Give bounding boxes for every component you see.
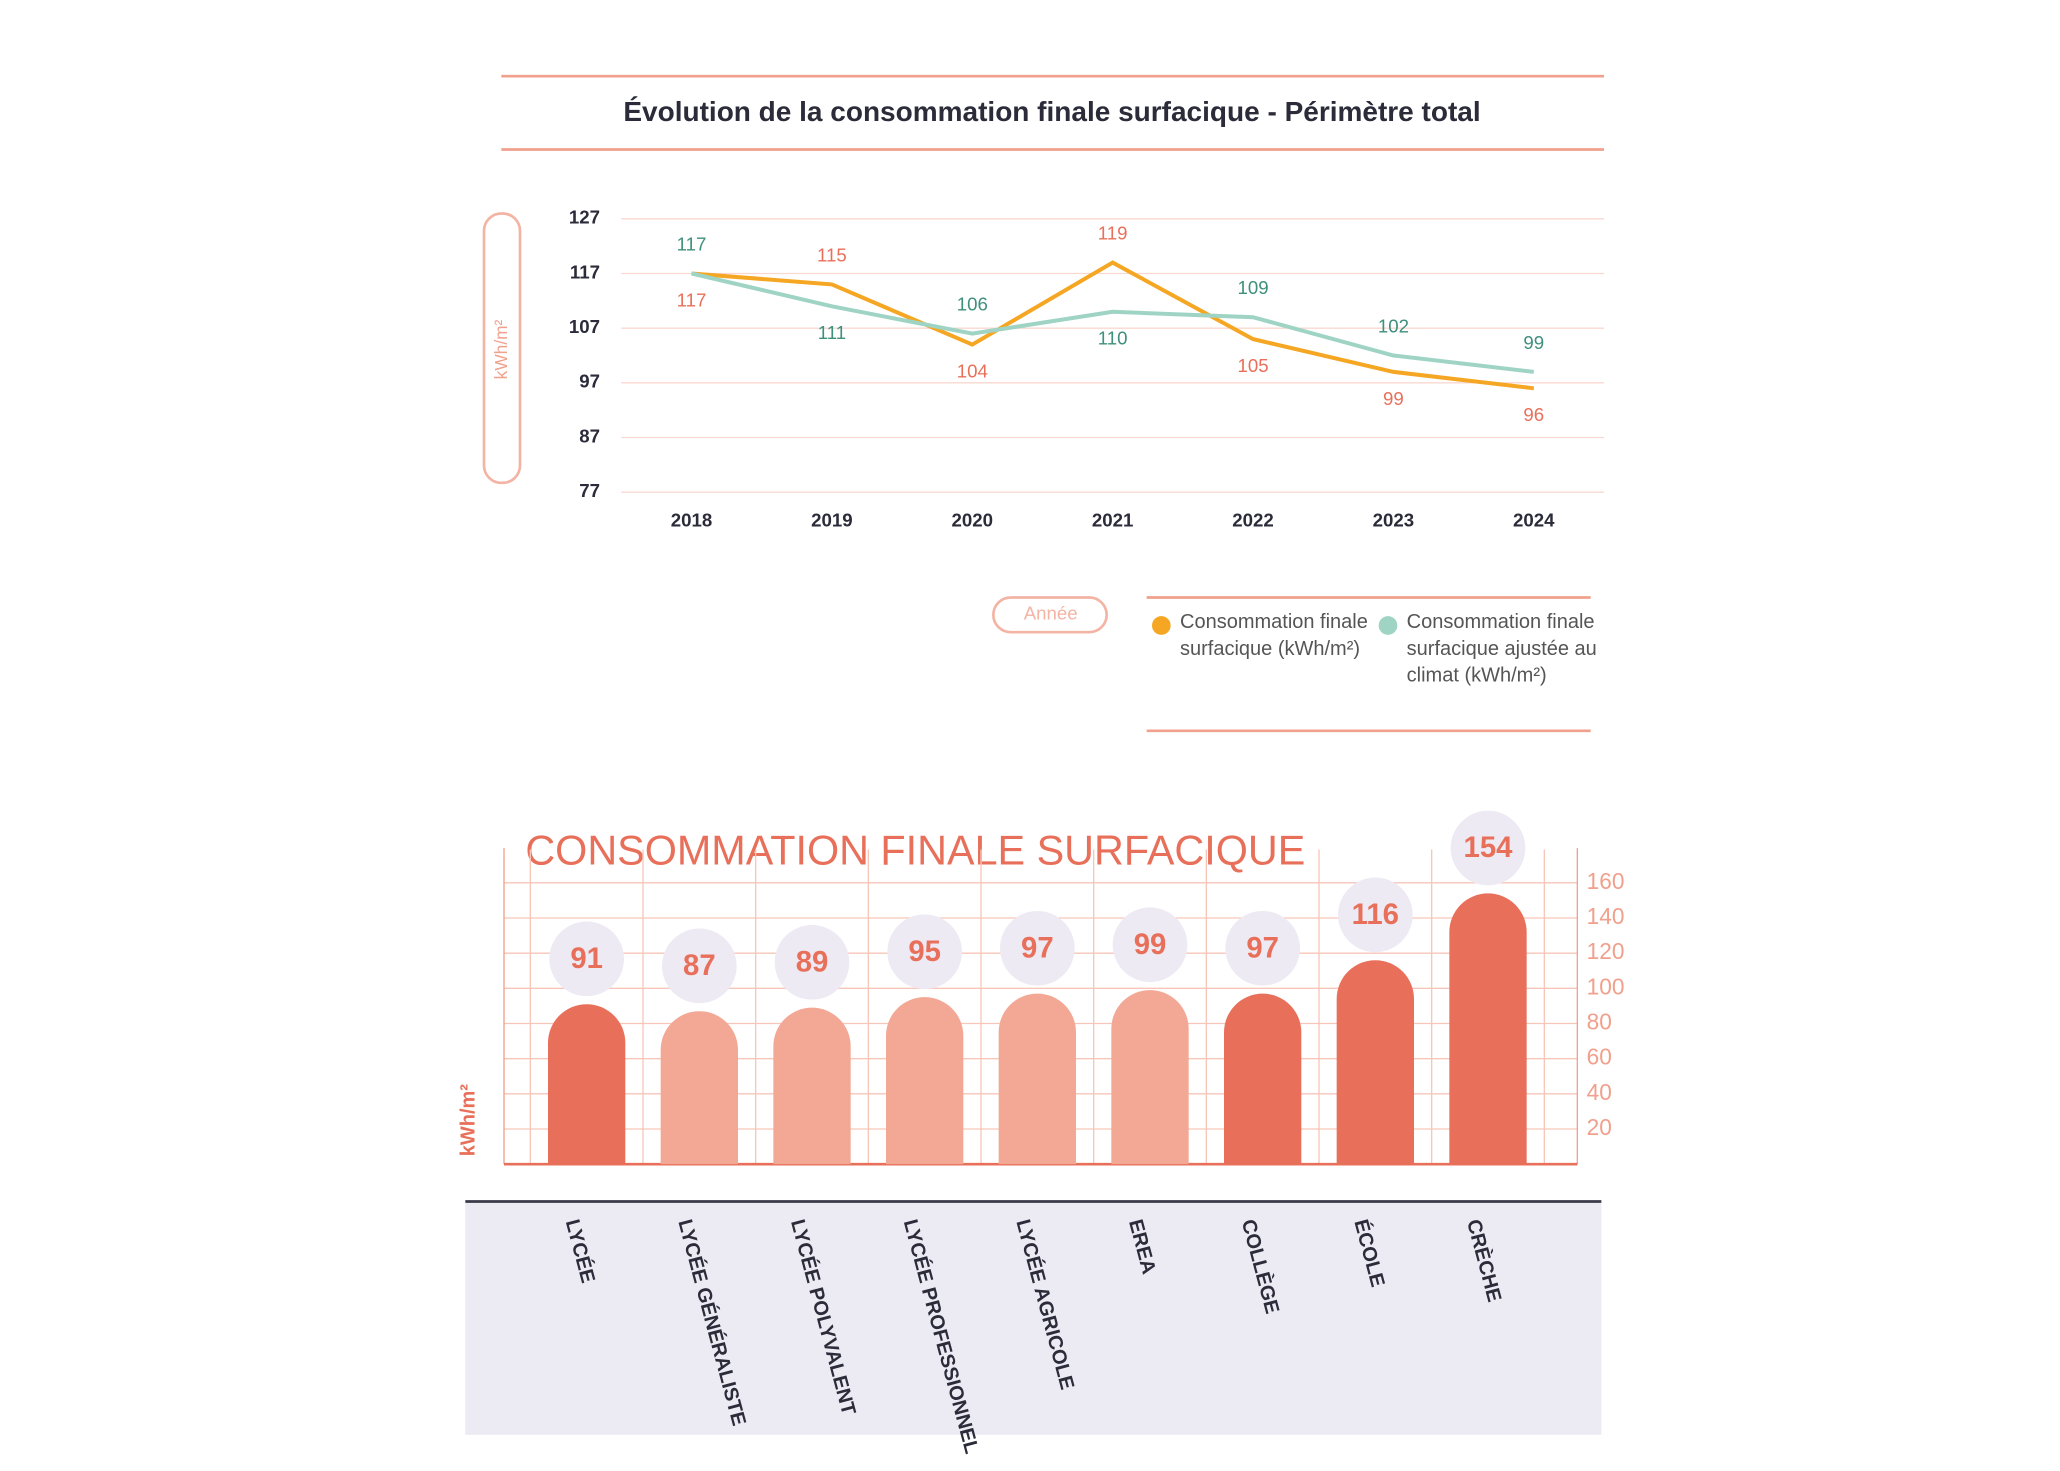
x-tick-label: 2022 bbox=[1232, 509, 1274, 530]
x-label-box bbox=[992, 596, 1108, 634]
data-label: 119 bbox=[1098, 222, 1128, 243]
y-tick-label: 127 bbox=[569, 207, 600, 228]
y-tick-label: 97 bbox=[579, 371, 600, 392]
data-label: 97 bbox=[1021, 931, 1054, 964]
data-label: 96 bbox=[1523, 404, 1544, 425]
data-label: 99 bbox=[1383, 388, 1404, 409]
data-label: 117 bbox=[677, 233, 707, 254]
data-label: 106 bbox=[957, 294, 988, 315]
y-tick-label: 87 bbox=[579, 425, 600, 446]
y-tick-label: 117 bbox=[570, 261, 600, 282]
data-label: 104 bbox=[957, 360, 988, 381]
data-label: 97 bbox=[1246, 931, 1279, 964]
x-tick-label: 2023 bbox=[1373, 509, 1415, 530]
legend-marker bbox=[1152, 616, 1171, 635]
bar bbox=[773, 1007, 851, 1165]
bar bbox=[1111, 990, 1189, 1165]
series-line bbox=[691, 271, 1535, 374]
bar bbox=[1336, 960, 1414, 1165]
chart-title: Évolution de la consommation finale surf… bbox=[623, 96, 1480, 127]
x-tick-label: 2019 bbox=[811, 509, 853, 530]
value-badge bbox=[774, 925, 850, 1000]
value-badge bbox=[662, 928, 737, 1004]
legend-item: Consommation finale surfacique ajustée a… bbox=[1406, 610, 1597, 687]
data-label: 111 bbox=[818, 322, 846, 343]
data-label: 116 bbox=[1352, 898, 1399, 931]
value-badge bbox=[1225, 910, 1300, 986]
bar bbox=[660, 1011, 738, 1165]
bar bbox=[998, 993, 1076, 1165]
x-tick-label: 2018 bbox=[671, 509, 713, 530]
value-badge bbox=[1000, 910, 1075, 986]
y-tick-label: 140 bbox=[1587, 903, 1625, 929]
data-label: 102 bbox=[1378, 315, 1409, 336]
legend-item: Consommation finale surfacique (kWh/m²) bbox=[1180, 610, 1368, 661]
y-tick-label: 40 bbox=[1587, 1079, 1612, 1105]
data-label: 154 bbox=[1464, 831, 1514, 864]
y-tick-label: 120 bbox=[1587, 938, 1625, 964]
data-label: 99 bbox=[1134, 928, 1167, 961]
data-label: 87 bbox=[683, 949, 716, 982]
bar bbox=[1449, 893, 1527, 1165]
legend-label: Consommation finale surfacique ajustée a… bbox=[1406, 610, 1597, 687]
x-tick-label: 2020 bbox=[952, 509, 994, 530]
data-label: 110 bbox=[1098, 328, 1128, 349]
bar bbox=[886, 997, 964, 1165]
data-label: 95 bbox=[908, 935, 941, 968]
y-axis-label: kWh/m² bbox=[458, 1084, 480, 1157]
series-line bbox=[691, 260, 1535, 391]
y-tick-label: 107 bbox=[569, 316, 600, 337]
category-panel bbox=[465, 1200, 1602, 1435]
y-tick-label: 60 bbox=[1587, 1044, 1612, 1070]
bar bbox=[548, 1004, 626, 1165]
legend-label: Consommation finale surfacique (kWh/m²) bbox=[1180, 610, 1368, 661]
data-label: 117 bbox=[677, 289, 707, 310]
data-label: 91 bbox=[570, 942, 603, 975]
y-tick-label: 77 bbox=[579, 480, 600, 501]
legend-marker bbox=[1378, 616, 1398, 635]
bar bbox=[1224, 993, 1302, 1165]
data-label: 115 bbox=[817, 244, 847, 265]
y-tick-label: 20 bbox=[1587, 1114, 1612, 1140]
data-label: 105 bbox=[1237, 355, 1268, 376]
data-label: 89 bbox=[796, 945, 829, 978]
data-label: 109 bbox=[1237, 277, 1268, 298]
data-label: 99 bbox=[1523, 332, 1544, 353]
y-label-box bbox=[482, 212, 522, 485]
x-tick-label: 2021 bbox=[1092, 509, 1134, 530]
value-badge bbox=[549, 921, 624, 997]
y-tick-label: 160 bbox=[1587, 868, 1625, 894]
value-badge bbox=[1112, 907, 1188, 983]
value-badge bbox=[1338, 877, 1413, 953]
y-axis-label: kWh/m² bbox=[491, 319, 511, 379]
y-tick-label: 100 bbox=[1587, 973, 1625, 999]
value-badge bbox=[887, 914, 962, 990]
x-tick-label: 2024 bbox=[1513, 509, 1555, 530]
chart-title: CONSOMMATION FINALE SURFACIQUE bbox=[525, 827, 1305, 873]
x-axis-label: Année bbox=[1024, 603, 1078, 624]
y-tick-label: 80 bbox=[1587, 1008, 1612, 1034]
value-badge bbox=[1450, 810, 1526, 886]
